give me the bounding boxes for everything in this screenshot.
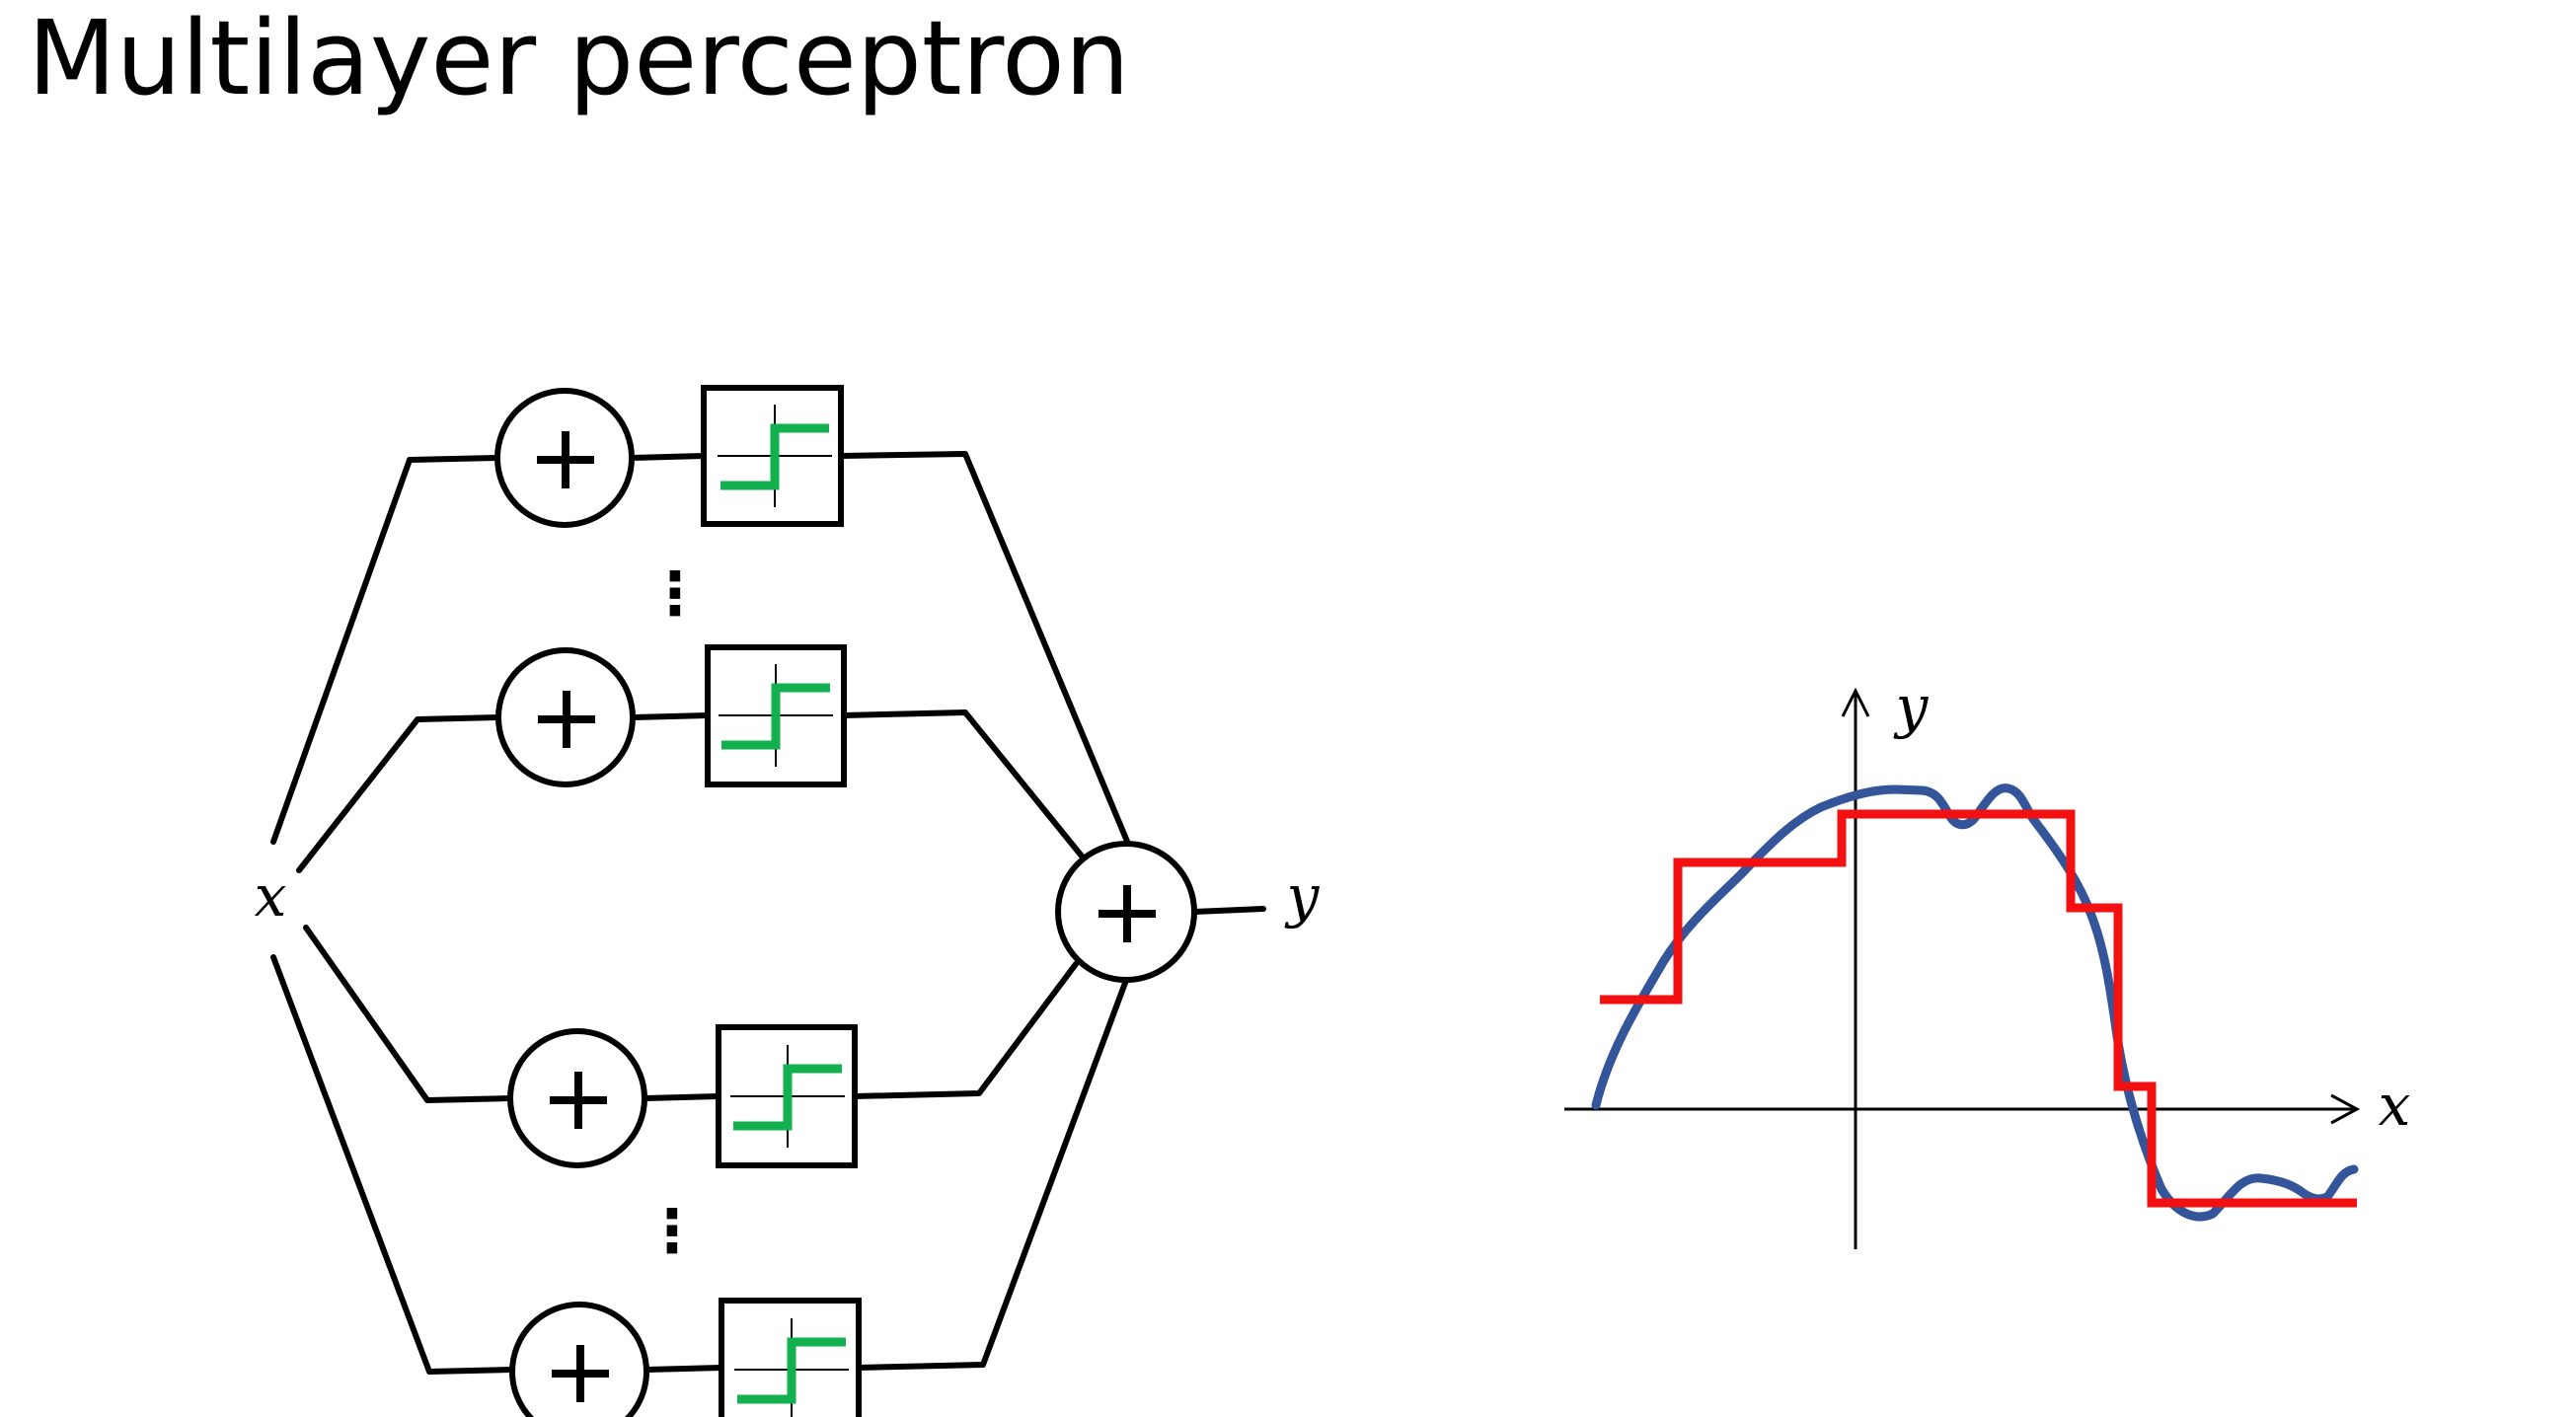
wire-unit4-sum — [644, 1365, 724, 1373]
wire-step2-output — [840, 709, 1087, 861]
output-sum-unit — [1055, 841, 1197, 983]
approximation-plot: x y — [1564, 673, 2410, 1249]
x-axis-arrowhead — [2330, 1093, 2361, 1125]
connection-wires — [270, 451, 1266, 1375]
wire-step4-output — [856, 980, 1128, 1371]
wire-step1-output — [838, 451, 1131, 847]
input-x-label: x — [255, 862, 287, 930]
ellipsis-bottom: ⋮ — [643, 1197, 702, 1266]
ellipsis-top: ⋮ — [645, 559, 705, 629]
hidden-unit — [494, 385, 844, 528]
wire-unit1-sum — [629, 453, 707, 461]
wire-step3-output — [852, 961, 1079, 1099]
plus-icon — [552, 1345, 609, 1402]
plot-y-label: y — [1893, 673, 1930, 740]
target-function-curve — [1591, 783, 2359, 1222]
hidden-unit — [507, 1024, 858, 1168]
wire-input-unit2 — [296, 714, 501, 873]
slide-title: Multilayer perceptron — [28, 0, 1130, 118]
plus-icon — [538, 691, 595, 748]
plot-x-label: x — [2379, 1072, 2411, 1139]
step-approximation-curve — [1600, 809, 2357, 1208]
plus-icon — [537, 431, 594, 488]
wire-input-unit3 — [303, 925, 513, 1103]
network-diagram: x y ⋮ ⋮ — [255, 385, 1321, 1417]
wire-unit2-sum — [631, 712, 711, 720]
wire-input-unit1 — [270, 455, 499, 845]
output-y-label: y — [1284, 862, 1321, 930]
y-axis-arrowhead — [1841, 687, 1870, 717]
plus-icon — [1099, 885, 1156, 942]
hidden-unit — [495, 644, 847, 787]
wire-input-unit4 — [270, 954, 514, 1375]
plus-icon — [550, 1072, 607, 1129]
wire-unit3-sum — [643, 1093, 721, 1101]
hidden-unit — [509, 1298, 862, 1417]
wire-output — [1191, 906, 1266, 915]
